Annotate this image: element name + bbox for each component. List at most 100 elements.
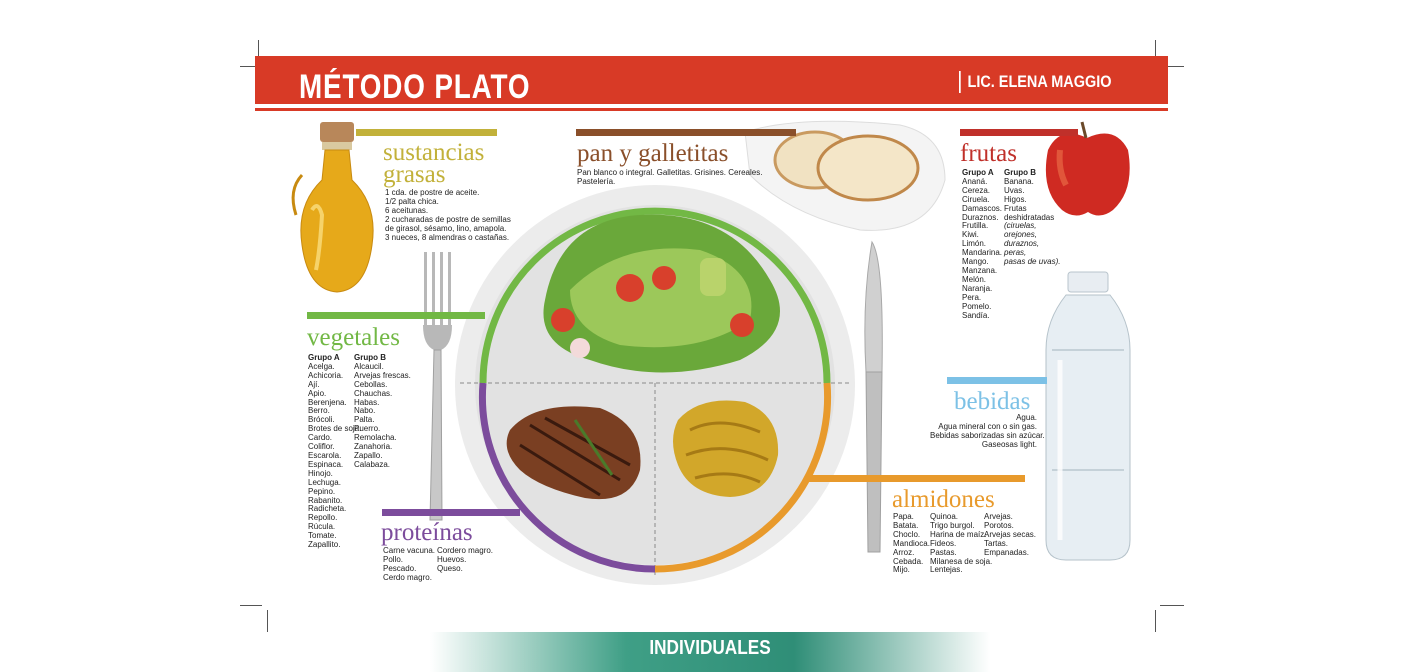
list-item: Frutilla. [962,221,989,231]
list-item: Palta. [354,415,375,425]
list-item: Pepino. [308,486,336,496]
list-item: Quinoa. [930,512,959,521]
pan-title: pan y galletitas [577,140,729,167]
list-item: de girasol, sésamo, lino, amapola. [385,223,507,233]
proteinas-bar [382,509,520,516]
list-item: Escarola. [308,450,342,460]
crop-mark [1155,610,1156,632]
steak-icon [506,406,641,500]
pan-list: Pan blanco o integral. Galletitas. Grisi… [577,168,763,187]
crop-mark [258,40,259,62]
list-item: Empanadas. [984,547,1029,557]
almidones-col: Arvejas. Porotos. Arvejas secas. Tartas.… [984,512,1036,558]
list-item: Arvejas frescas. [354,370,411,380]
list-item: Cordero magro. [437,546,494,555]
crop-mark [267,610,268,632]
list-item: Limón. [962,239,987,249]
list-item: Zapallo. [354,450,383,460]
proteins-arc [478,382,656,573]
list-item: Queso. [437,563,463,573]
almidones-col: Papa. Batata. Choclo. Mandioca. Arroz. C… [893,512,930,575]
list-item: Porotos. [984,520,1014,530]
list-item: Trigo burgol. [930,520,975,530]
list-item: Mandioca. [893,538,930,548]
oil-bottle-icon [291,122,374,293]
fork-icon [423,252,452,521]
list-item: Pastelería. [577,176,616,186]
list-item: Chauchas. [354,388,393,398]
grasas-bar [356,129,497,136]
list-item: Choclo. [893,529,921,539]
header-banner: MÉTODO PLATO LIC. ELENA MAGGIO [255,56,1168,106]
list-item: Agua. [1016,413,1037,422]
list-item: Mijo. [893,565,910,575]
list-item: Kiwi. [962,230,979,240]
list-item: Pollo. [383,554,404,564]
list-item: Frutas [1004,203,1027,213]
list-item: Pescado. [383,563,417,573]
list-item: pasas de uvas). [1004,257,1061,267]
grasas-title-line: sustancias [383,139,485,166]
list-item: Tartas. [984,538,1009,548]
list-item: Repollo. [308,513,338,523]
starches-arc [654,382,832,573]
list-item: Carne vacuna. [383,546,436,555]
grasas-title-line: grasas [383,161,446,188]
list-item: Ciruela. [962,194,990,204]
list-item: Ananá. [962,176,988,186]
list-item: Pastas. [930,547,957,557]
list-item: Cebollas. [354,379,388,389]
proteinas-col: Cordero magro. Huevos. Queso. [437,546,494,574]
crop-mark [240,66,262,67]
list-item: Lentejas. [930,565,963,575]
list-item: Remolacha. [354,433,397,443]
group-label: Grupo B [1004,168,1036,177]
list-item: Gaseosas light. [981,439,1037,449]
vegetales-list: Grupo A Acelga. Achicoria. Ají. Apio. Be… [308,353,411,550]
footer-banner: INDIVIDUALES [430,632,990,672]
list-item: Pan blanco o integral. Galletitas. Grisi… [577,168,763,177]
frutas-title: frutas [960,140,1017,167]
frutas-group-b: Grupo B Banana. Uvas. Higos. Frutas desh… [1004,168,1061,267]
frutas-list: Grupo A Ananá. Cereza. Ciruela. Damascos… [962,168,1061,320]
list-item: Habas. [354,397,380,407]
grasas-title: sustancias grasas [383,139,485,188]
vegetales-title: vegetales [307,324,401,351]
list-item: Brotes de soja. [308,424,362,434]
rice-icon [673,400,779,497]
list-item: Cerdo magro. [383,572,432,582]
list-item: 1/2 palta chica. [385,196,439,206]
knife-icon [864,240,883,553]
list-item: Melón. [962,274,987,284]
almidones-col: Quinoa. Trigo burgol. Harina de maíz. Fi… [930,512,992,575]
list-item: Harina de maíz. [930,529,987,539]
list-item: Coliflor. [308,442,335,452]
list-item: Fideos. [930,538,957,548]
list-item: Hinojo. [308,468,333,478]
list-item: 2 cucharadas de postre de semillas [385,214,511,224]
proteinas-col: Carne vacuna. Pollo. Pescado. Cerdo magr… [383,546,437,583]
list-item: Tomate. [308,531,337,541]
list-item: Brócoli. [308,415,335,425]
grasas-list: 1 cda. de postre de aceite. 1/2 palta ch… [385,188,511,242]
list-item: Cereza. [962,185,991,195]
proteinas-title: proteínas [381,519,473,546]
group-label: Grupo A [962,168,994,177]
list-item: Huevos. [437,554,467,564]
list-item: Mandarina. [962,248,1003,258]
list-item: (ciruelas, [1004,221,1037,231]
list-item: deshidratadas [1004,212,1055,222]
list-item: Uvas. [1004,185,1025,195]
apple-icon [1045,121,1130,216]
almidones-title: almidones [892,486,995,513]
list-item: Pomelo. [962,301,992,311]
list-item: Mango. [962,257,989,267]
list-item: Duraznos. [962,212,999,222]
bebidas-bar [947,377,1047,384]
list-item: Cardo. [308,433,333,443]
list-item: Rúcula. [308,522,336,532]
crop-mark [1160,605,1184,606]
bebidas-title: bebidas [954,388,1031,415]
list-item: Acelga. [308,361,335,371]
